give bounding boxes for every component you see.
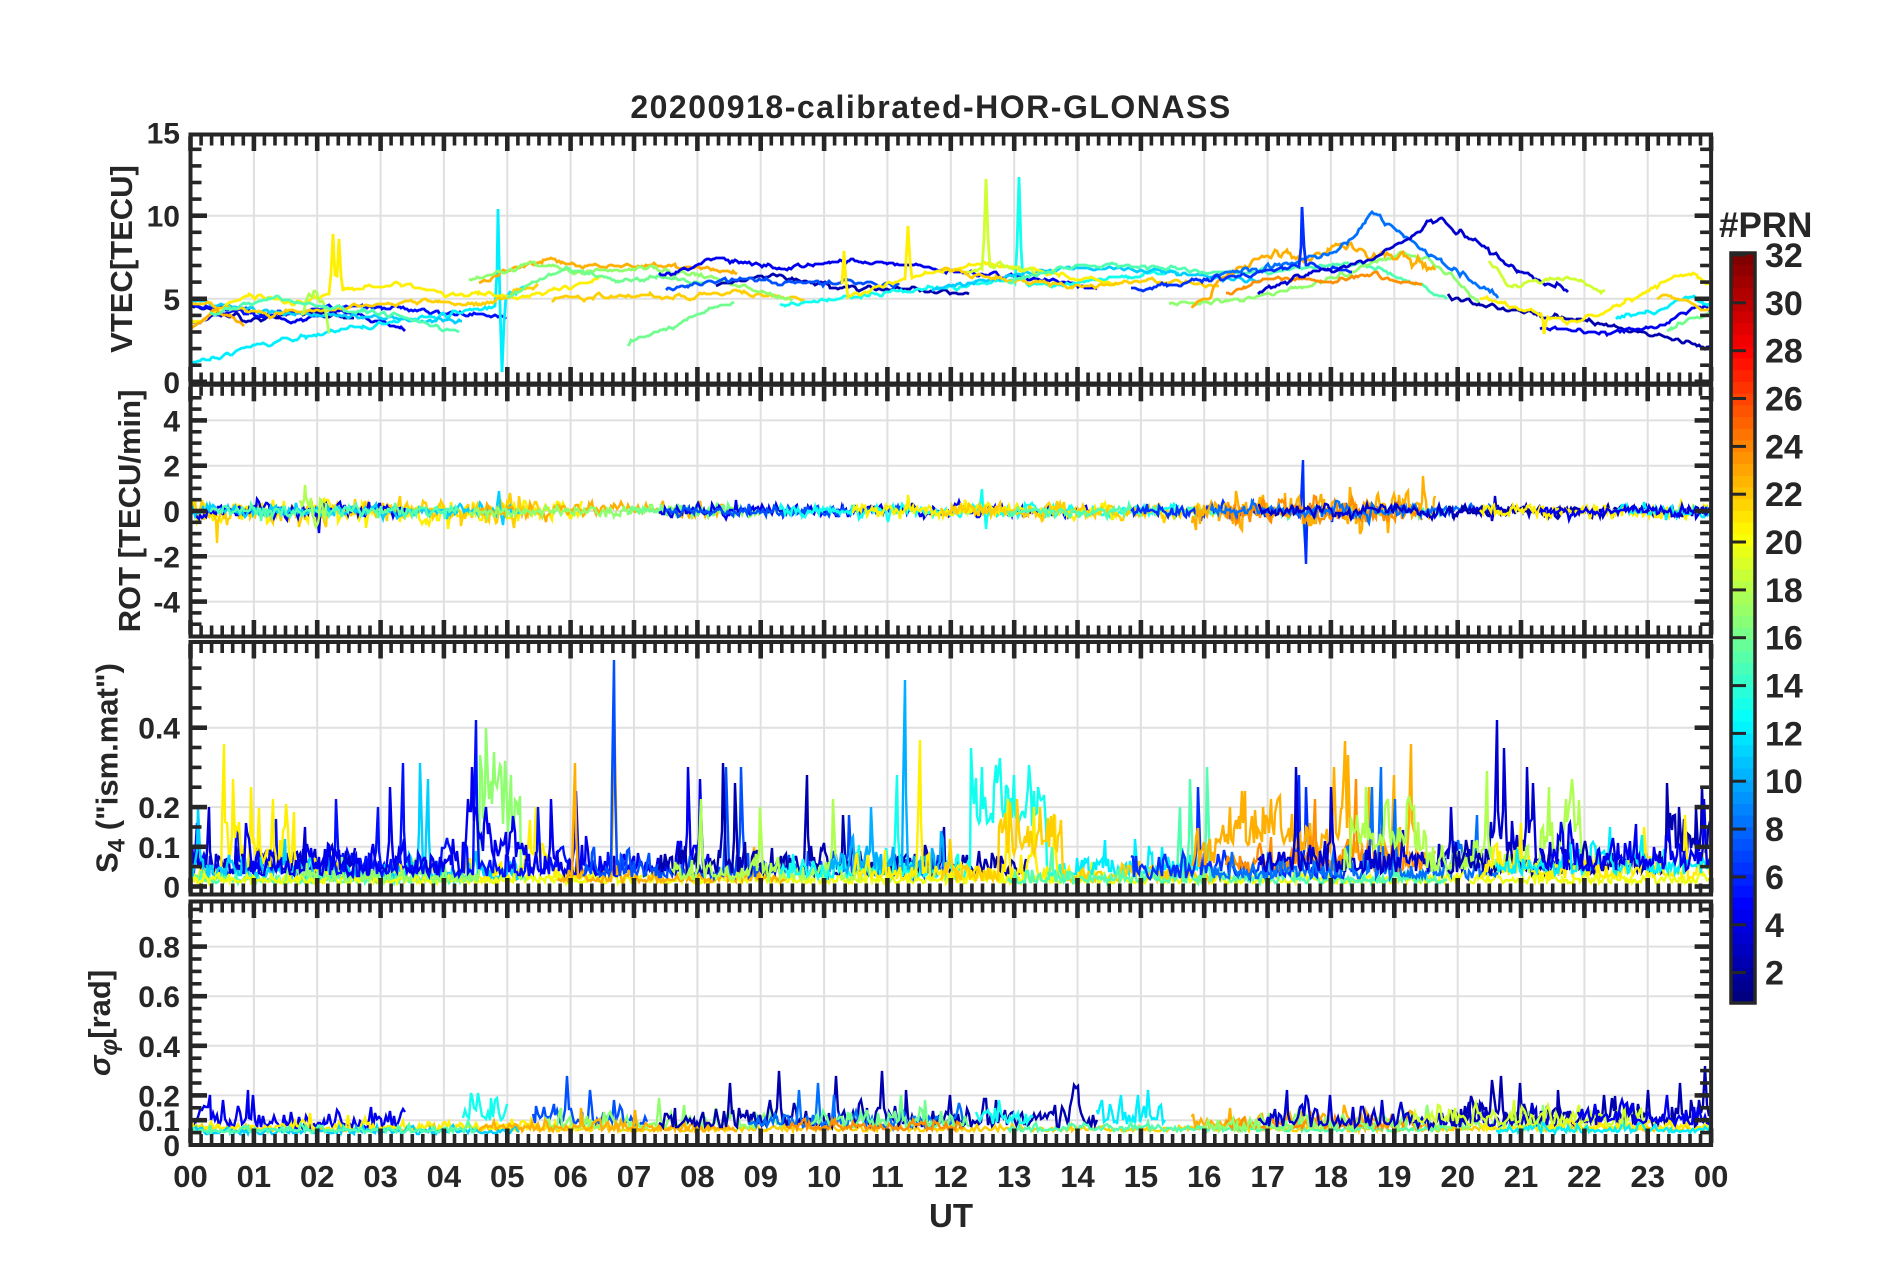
svg-text:22: 22	[1765, 476, 1803, 514]
svg-text:03: 03	[363, 1159, 397, 1194]
svg-text:22: 22	[1567, 1159, 1601, 1194]
svg-text:13: 13	[997, 1159, 1031, 1194]
svg-text:12: 12	[934, 1159, 968, 1194]
svg-text:18: 18	[1314, 1159, 1348, 1194]
svg-text:01: 01	[237, 1159, 271, 1194]
svg-text:20200918-calibrated-HOR-GLONAS: 20200918-calibrated-HOR-GLONASS	[630, 89, 1231, 125]
svg-text:07: 07	[617, 1159, 651, 1194]
svg-text:6: 6	[1765, 859, 1784, 897]
svg-text:-2: -2	[153, 541, 180, 574]
svg-text:5: 5	[163, 284, 180, 317]
svg-text:19: 19	[1377, 1159, 1411, 1194]
svg-text:#PRN: #PRN	[1719, 206, 1812, 245]
svg-text:2: 2	[1765, 955, 1784, 993]
svg-text:00: 00	[1694, 1159, 1728, 1194]
svg-text:00: 00	[173, 1159, 207, 1194]
svg-text:11: 11	[871, 1159, 904, 1194]
svg-text:14: 14	[1765, 668, 1803, 706]
svg-text:20: 20	[1440, 1159, 1474, 1194]
svg-text:15: 15	[147, 118, 180, 151]
svg-text:15: 15	[1124, 1159, 1158, 1194]
svg-text:-4: -4	[153, 587, 180, 620]
svg-text:06: 06	[553, 1159, 587, 1194]
svg-text:σφ[rad]: σφ[rad]	[82, 970, 123, 1076]
svg-text:16: 16	[1765, 620, 1803, 658]
svg-text:0.1: 0.1	[138, 1105, 180, 1138]
svg-text:17: 17	[1250, 1159, 1284, 1194]
svg-text:10: 10	[147, 201, 180, 234]
svg-text:4: 4	[163, 405, 180, 438]
svg-text:0.1: 0.1	[138, 832, 180, 865]
svg-text:0.2: 0.2	[138, 792, 180, 825]
svg-text:VTEC[TECU]: VTEC[TECU]	[104, 165, 139, 353]
svg-text:0: 0	[163, 872, 180, 905]
svg-text:18: 18	[1765, 572, 1803, 610]
svg-text:4: 4	[1765, 907, 1784, 945]
svg-text:0.4: 0.4	[138, 1031, 180, 1064]
svg-text:10: 10	[807, 1159, 841, 1194]
svg-text:23: 23	[1630, 1159, 1664, 1194]
svg-text:21: 21	[1504, 1159, 1538, 1194]
svg-text:26: 26	[1765, 381, 1803, 419]
svg-text:16: 16	[1187, 1159, 1221, 1194]
svg-text:08: 08	[680, 1159, 714, 1194]
svg-text:S4 ("ism.mat"): S4 ("ism.mat")	[90, 663, 131, 873]
svg-text:02: 02	[300, 1159, 334, 1194]
svg-text:14: 14	[1060, 1159, 1095, 1194]
svg-text:04: 04	[427, 1159, 462, 1194]
svg-text:0.6: 0.6	[138, 981, 180, 1014]
svg-text:30: 30	[1765, 285, 1803, 323]
svg-text:0: 0	[163, 496, 180, 529]
svg-text:0: 0	[163, 367, 180, 400]
svg-text:24: 24	[1765, 428, 1803, 466]
svg-text:32: 32	[1765, 237, 1803, 275]
svg-text:0.2: 0.2	[138, 1080, 180, 1113]
svg-text:ROT [TECU/min]: ROT [TECU/min]	[112, 390, 147, 633]
svg-text:12: 12	[1765, 715, 1803, 753]
svg-text:0.8: 0.8	[138, 932, 180, 965]
svg-text:UT: UT	[929, 1197, 973, 1234]
svg-text:8: 8	[1765, 811, 1784, 849]
svg-text:09: 09	[743, 1159, 777, 1194]
svg-text:20: 20	[1765, 524, 1803, 562]
svg-text:28: 28	[1765, 333, 1803, 371]
svg-text:0.4: 0.4	[138, 713, 180, 746]
svg-text:0: 0	[163, 1130, 180, 1163]
svg-text:10: 10	[1765, 763, 1803, 801]
svg-text:05: 05	[490, 1159, 524, 1194]
svg-text:2: 2	[163, 451, 180, 484]
